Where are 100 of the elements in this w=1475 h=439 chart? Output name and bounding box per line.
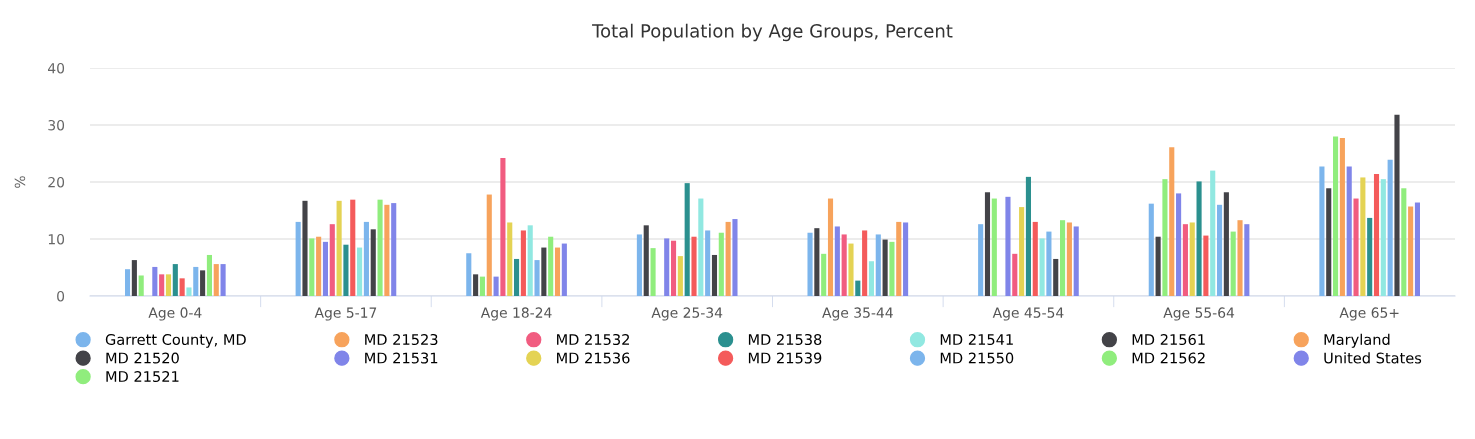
bar (206, 254, 212, 296)
bar (896, 221, 902, 296)
bar (1053, 258, 1059, 296)
bar (336, 200, 342, 296)
bar (855, 280, 861, 296)
bar (1373, 174, 1380, 296)
bar (1367, 217, 1373, 296)
legend-label: Maryland (1324, 333, 1390, 348)
bar (561, 243, 567, 296)
bar (1216, 204, 1223, 296)
chart-title: Total Population by Age Groups, Percent (592, 23, 953, 42)
bar (1353, 198, 1359, 296)
bar (172, 264, 178, 296)
bar (1414, 202, 1421, 296)
legend-label: MD 21538 (748, 334, 822, 346)
bar (718, 232, 724, 296)
bar (370, 229, 376, 296)
bar (350, 199, 356, 296)
bar (295, 221, 301, 296)
bar (1019, 207, 1025, 296)
bar (493, 276, 499, 296)
bar (1176, 193, 1182, 296)
bar (500, 158, 506, 296)
bar (903, 222, 909, 296)
bar (978, 224, 984, 296)
bar (1326, 188, 1332, 296)
bar (466, 253, 472, 296)
bar (841, 234, 847, 296)
bar (1333, 136, 1339, 296)
bar (698, 198, 704, 296)
bar (1244, 224, 1250, 296)
bar (862, 230, 868, 296)
bar (200, 270, 206, 296)
bar (541, 247, 547, 296)
bar (1387, 159, 1393, 296)
bar (1230, 231, 1236, 296)
bar (732, 219, 738, 296)
bar (514, 258, 520, 296)
bar (868, 261, 875, 296)
bar (1025, 176, 1031, 296)
bar (821, 253, 827, 296)
legend-label: MD 21523 (365, 334, 438, 346)
bar (677, 256, 683, 296)
bar (1066, 222, 1072, 296)
bar (527, 225, 533, 296)
y-tick-label: 40 (48, 62, 65, 74)
bar (343, 244, 349, 296)
legend-label: MD 21532 (557, 334, 629, 346)
bar (725, 221, 731, 296)
bar (1203, 235, 1209, 296)
bar (834, 226, 840, 296)
bar (684, 183, 690, 296)
bar (363, 221, 369, 296)
x-tick-label: Age 65+ (1339, 307, 1399, 321)
y-tick-label: 0 (57, 290, 65, 302)
bar (473, 274, 479, 296)
bar (534, 260, 540, 296)
legend-label: MD 21520 (106, 352, 179, 364)
bar (1073, 226, 1079, 296)
bar (1237, 220, 1243, 296)
legend-label: Garrett County, MD (105, 334, 246, 348)
bar (889, 241, 895, 296)
y-tick-label: 10 (48, 233, 65, 245)
bar (1046, 231, 1052, 296)
x-tick-label: Age 35-44 (822, 307, 893, 321)
bar (391, 203, 397, 296)
bar (691, 236, 697, 296)
bar (1155, 236, 1161, 296)
bar (1223, 192, 1229, 296)
bar (991, 198, 997, 296)
bar (664, 238, 670, 296)
bar (1039, 238, 1045, 296)
bar (1346, 166, 1352, 296)
bar (1339, 138, 1345, 296)
bar (377, 199, 383, 296)
bar (486, 194, 492, 296)
bar (1360, 177, 1366, 296)
bar (1196, 181, 1202, 296)
bar (848, 243, 854, 296)
bar (220, 264, 226, 296)
legend-label: MD 21562 (1132, 352, 1205, 364)
bar (193, 266, 199, 296)
bar (302, 200, 308, 296)
bar (1319, 166, 1325, 296)
bar (1005, 196, 1011, 296)
bar (705, 230, 711, 296)
bar (984, 192, 991, 296)
bar (827, 198, 834, 296)
y-tick-label: 30 (48, 119, 65, 131)
bar (1169, 147, 1175, 296)
bar (1148, 203, 1154, 296)
bar (807, 232, 813, 296)
bar (159, 274, 165, 296)
bar (1032, 221, 1038, 296)
bar (1162, 179, 1168, 296)
bar (357, 247, 363, 296)
legend-label: MD 21561 (1132, 334, 1205, 346)
legend-label: MD 21536 (557, 352, 630, 364)
legend-label: MD 21539 (748, 352, 822, 364)
x-tick-label: Age 25-34 (651, 307, 723, 321)
